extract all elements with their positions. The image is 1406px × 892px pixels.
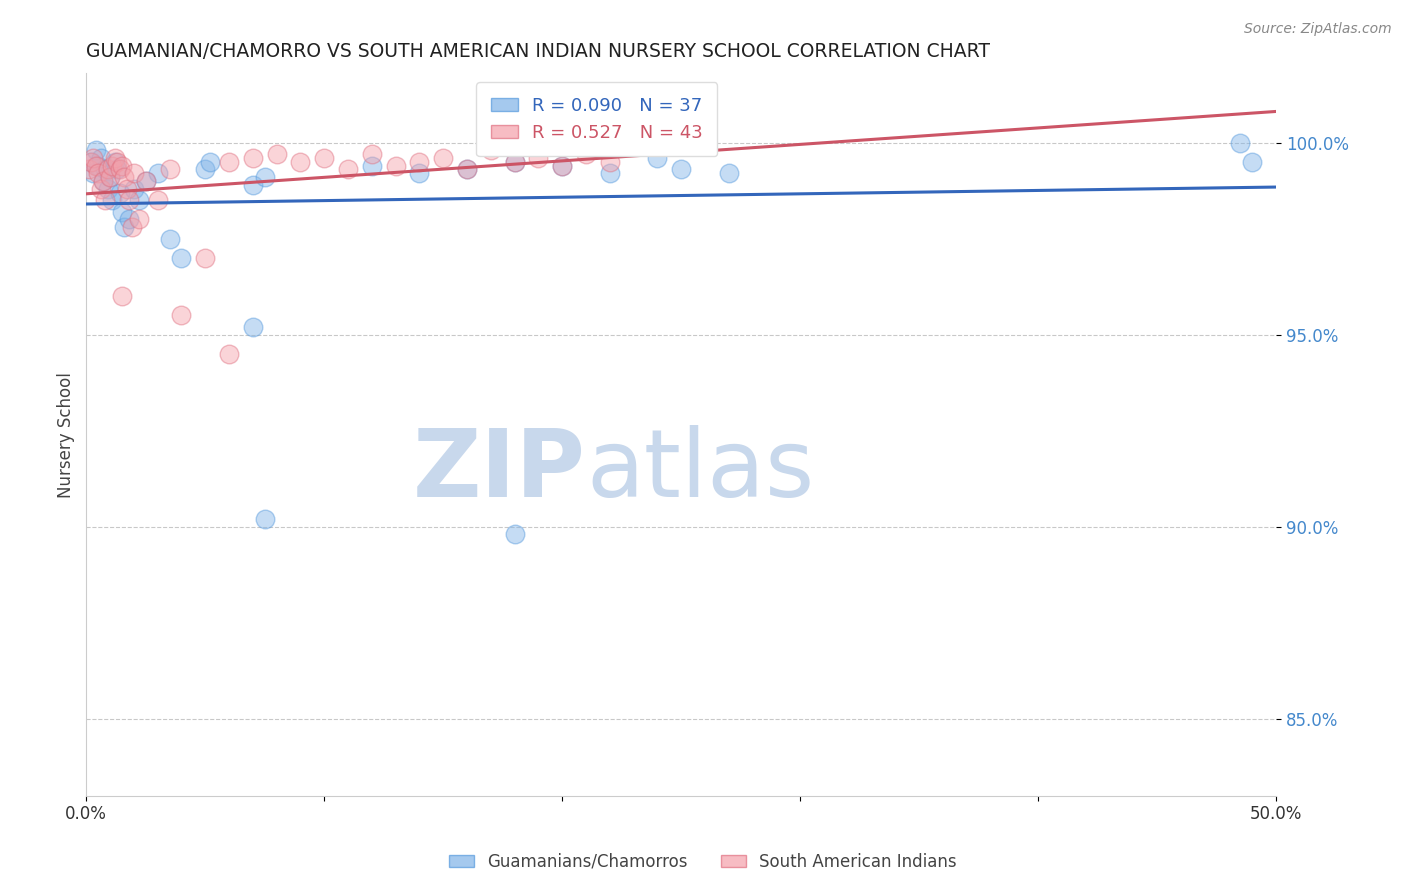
Point (90, 151, 112, 165)
Point (408, 166, 430, 180)
Point (94, 193, 117, 207)
Point (108, 162, 131, 177)
Point (647, 151, 669, 165)
Point (135, 174, 157, 188)
Point (90, 182, 112, 196)
Point (218, 154, 240, 169)
Point (242, 151, 264, 165)
Point (408, 154, 430, 169)
Point (98, 170, 121, 185)
Point (128, 212, 150, 227)
Point (101, 193, 124, 207)
Point (218, 347, 240, 361)
Point (456, 162, 478, 177)
Text: Source: ZipAtlas.com: Source: ZipAtlas.com (1244, 22, 1392, 37)
Point (111, 159, 134, 173)
Point (122, 182, 145, 196)
Point (87, 159, 110, 173)
Point (115, 182, 138, 196)
Point (111, 204, 134, 219)
Point (159, 232, 181, 246)
Point (97, 162, 120, 177)
Point (1241, 154, 1264, 169)
Point (80, 154, 103, 169)
Point (111, 289, 134, 303)
Point (82, 151, 104, 165)
Point (575, 147, 598, 161)
Point (253, 170, 276, 185)
Text: ZIP: ZIP (413, 425, 586, 516)
Point (360, 159, 382, 173)
Point (242, 320, 264, 334)
Point (122, 166, 145, 180)
Legend: Guamanians/Chamorros, South American Indians: Guamanians/Chamorros, South American Ind… (440, 845, 966, 880)
Point (118, 193, 141, 207)
Point (253, 512, 276, 526)
Point (146, 166, 169, 180)
Point (84, 143, 107, 157)
Point (108, 186, 131, 200)
Point (198, 154, 221, 169)
Legend: R = 0.090   N = 37, R = 0.527   N = 43: R = 0.090 N = 37, R = 0.527 N = 43 (477, 82, 717, 156)
Point (503, 527, 526, 541)
Point (170, 251, 193, 265)
Point (194, 162, 217, 177)
Point (128, 193, 150, 207)
Point (104, 154, 127, 169)
Point (456, 162, 478, 177)
Point (337, 162, 360, 177)
Point (118, 212, 141, 227)
Point (503, 154, 526, 169)
Point (135, 174, 157, 188)
Text: atlas: atlas (586, 425, 814, 516)
Point (82, 166, 104, 180)
Point (432, 151, 454, 165)
Point (266, 147, 288, 161)
Point (242, 178, 264, 192)
Point (314, 151, 336, 165)
Point (112, 170, 135, 185)
Point (479, 143, 502, 157)
Point (101, 159, 124, 173)
Text: GUAMANIAN/CHAMORRO VS SOUTH AMERICAN INDIAN NURSERY SCHOOL CORRELATION CHART: GUAMANIAN/CHAMORRO VS SOUTH AMERICAN IND… (86, 42, 990, 61)
Point (146, 193, 169, 207)
Point (194, 251, 217, 265)
Point (98, 170, 121, 185)
Point (717, 166, 740, 180)
Point (91, 174, 114, 188)
Point (97, 182, 120, 196)
Point (290, 154, 312, 169)
Point (94, 162, 117, 177)
Point (112, 220, 135, 235)
Point (84, 159, 107, 173)
Point (503, 154, 526, 169)
Y-axis label: Nursery School: Nursery School (58, 372, 75, 498)
Point (91, 174, 114, 188)
Point (527, 151, 550, 165)
Point (121, 220, 143, 235)
Point (599, 154, 621, 169)
Point (1229, 136, 1251, 150)
Point (384, 159, 406, 173)
Point (87, 166, 110, 180)
Point (159, 162, 181, 177)
Point (170, 309, 193, 323)
Point (551, 159, 574, 173)
Point (599, 166, 621, 180)
Point (551, 159, 574, 173)
Point (669, 162, 692, 177)
Point (104, 151, 127, 165)
Point (360, 147, 382, 161)
Point (105, 162, 128, 177)
Point (105, 154, 128, 169)
Point (80, 154, 103, 169)
Point (77, 162, 100, 177)
